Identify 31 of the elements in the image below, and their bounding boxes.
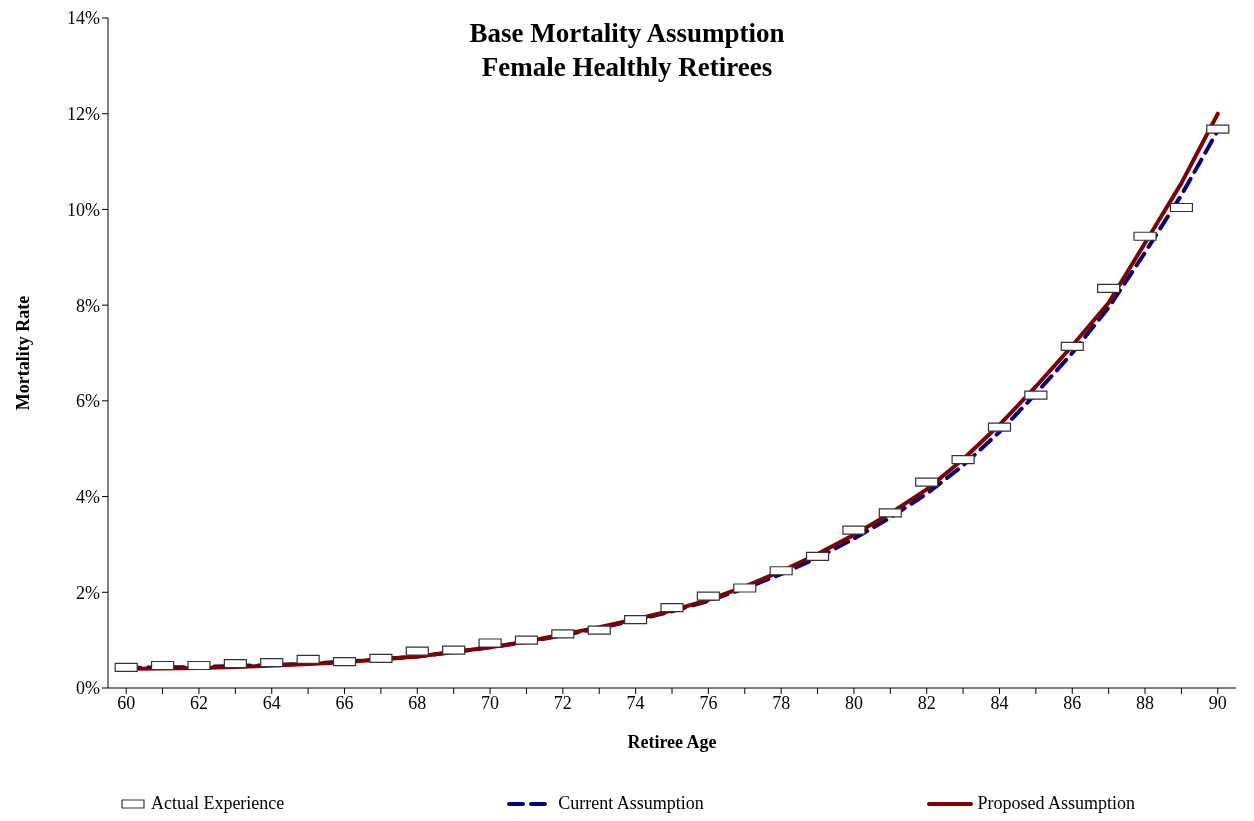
x-tick-label: 76 <box>699 692 718 713</box>
legend-label: Current Assumption <box>558 793 704 814</box>
y-tick-label: 12% <box>67 104 100 125</box>
y-axis-title: Mortality Rate <box>13 295 34 411</box>
legend-label: Proposed Assumption <box>977 793 1136 814</box>
x-tick-label: 90 <box>1208 692 1227 713</box>
x-tick-label: 88 <box>1136 692 1155 713</box>
y-tick-label: 2% <box>76 582 100 603</box>
x-tick-label: 84 <box>990 692 1009 713</box>
y-tick-label: 14% <box>67 8 100 29</box>
x-tick-label: 70 <box>481 692 500 713</box>
x-tick-label: 66 <box>335 692 354 713</box>
x-axis-title: Retiree Age <box>627 732 717 752</box>
legend-label: Actual Experience <box>150 793 285 814</box>
y-tick-label: 8% <box>76 295 100 316</box>
x-tick-label: 86 <box>1063 692 1082 713</box>
x-tick-label: 64 <box>262 692 281 713</box>
x-tick-label: 80 <box>844 692 863 713</box>
y-tick-label: 10% <box>67 199 100 220</box>
x-tick-label: 72 <box>553 692 572 713</box>
y-tick-label: 4% <box>76 486 100 507</box>
chart-title: Base Mortality Assumption <box>469 18 785 48</box>
x-tick-label: 62 <box>189 692 208 713</box>
x-tick-label: 74 <box>626 692 645 713</box>
x-tick-label: 60 <box>117 692 136 713</box>
x-tick-label: 82 <box>917 692 936 713</box>
y-tick-label: 6% <box>76 391 100 412</box>
x-tick-label: 78 <box>772 692 791 713</box>
text: Female Healthly Retirees <box>480 51 774 84</box>
x-tick-label: 68 <box>408 692 427 713</box>
y-tick-label: 0% <box>76 678 100 699</box>
